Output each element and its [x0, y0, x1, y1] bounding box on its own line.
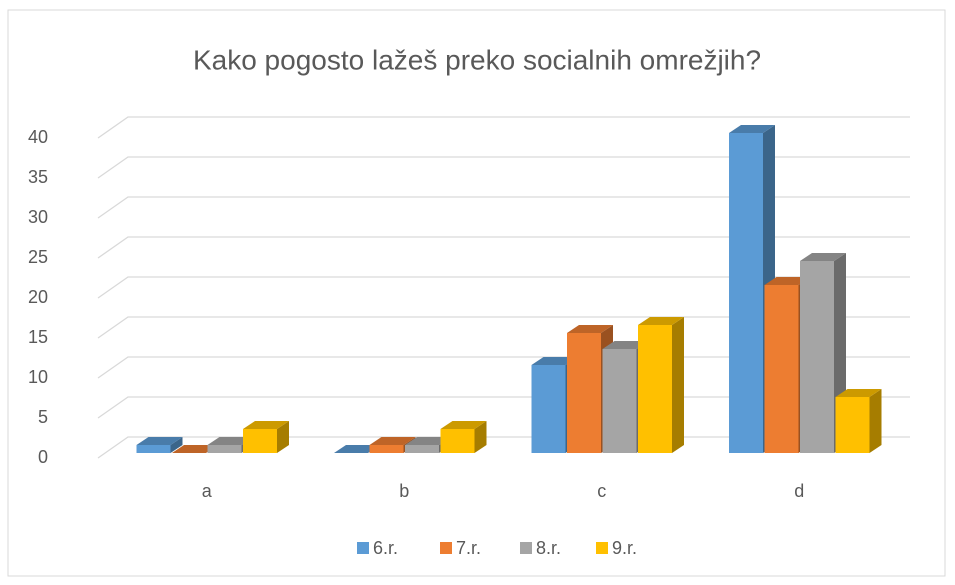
y-tick-label: 35 — [28, 167, 48, 187]
bar — [835, 389, 882, 453]
bar-top — [835, 389, 882, 397]
bar — [334, 445, 380, 453]
bar — [243, 421, 289, 453]
bar-top — [567, 325, 613, 333]
y-tick-label: 20 — [28, 287, 48, 307]
grid-line — [97, 156, 910, 179]
legend-label: 8.r. — [536, 538, 561, 558]
bar-front — [207, 445, 242, 453]
y-tick-label: 40 — [28, 127, 48, 147]
bar-top — [405, 437, 451, 445]
bar-front — [405, 445, 439, 453]
bar-top — [638, 317, 684, 325]
bar-side — [170, 437, 183, 453]
bar-front — [567, 333, 601, 453]
bar-top — [369, 437, 416, 445]
bar-side — [277, 421, 289, 453]
bar-front — [136, 445, 171, 453]
grid-line — [97, 196, 910, 219]
bar-top — [334, 445, 380, 453]
bar-front — [531, 365, 566, 453]
legend-swatch — [596, 542, 608, 554]
bar-side — [672, 317, 684, 453]
bar — [172, 445, 218, 453]
legend-swatch — [440, 542, 452, 554]
x-tick-label: c — [597, 481, 606, 501]
bar — [440, 421, 487, 453]
grid-line — [97, 116, 910, 139]
bar-side — [869, 389, 882, 453]
bar-top — [729, 125, 775, 133]
legend-label: 7.r. — [456, 538, 481, 558]
x-tick-label: d — [794, 481, 804, 501]
bar-front — [638, 325, 672, 453]
x-tick-label: b — [399, 481, 409, 501]
y-tick-label: 0 — [38, 447, 48, 467]
legend-swatch — [357, 542, 369, 554]
legend-swatch — [520, 542, 532, 554]
y-tick-label: 30 — [28, 207, 48, 227]
y-tick-label: 5 — [38, 407, 48, 427]
bar-side — [474, 421, 487, 453]
chart-title: Kako pogosto lažeš preko socialnih omrež… — [193, 44, 761, 75]
bar-front — [369, 445, 404, 453]
grid-line — [97, 316, 910, 339]
bar-top — [800, 253, 846, 261]
bar-top — [602, 341, 649, 349]
x-tick-label: a — [202, 481, 213, 501]
bar-front — [800, 261, 834, 453]
grid-line — [97, 236, 910, 259]
bar-top — [764, 277, 811, 285]
bar — [136, 437, 183, 453]
y-tick-label: 15 — [28, 327, 48, 347]
bar-front — [243, 429, 277, 453]
bar-front — [602, 349, 637, 453]
y-tick-label: 25 — [28, 247, 48, 267]
bar-front — [835, 397, 870, 453]
bar-front — [440, 429, 475, 453]
legend-label: 9.r. — [612, 538, 637, 558]
legend-label: 6.r. — [373, 538, 398, 558]
bar-front — [764, 285, 799, 453]
bar-front — [729, 133, 763, 453]
y-tick-label: 10 — [28, 367, 48, 387]
bar-top — [243, 421, 289, 429]
grid-line — [97, 276, 910, 299]
bar — [638, 317, 684, 453]
bar-top — [136, 437, 183, 445]
bar-top — [172, 445, 218, 453]
bar-top — [440, 421, 487, 429]
bar-top — [531, 357, 578, 365]
bar-top — [207, 437, 254, 445]
